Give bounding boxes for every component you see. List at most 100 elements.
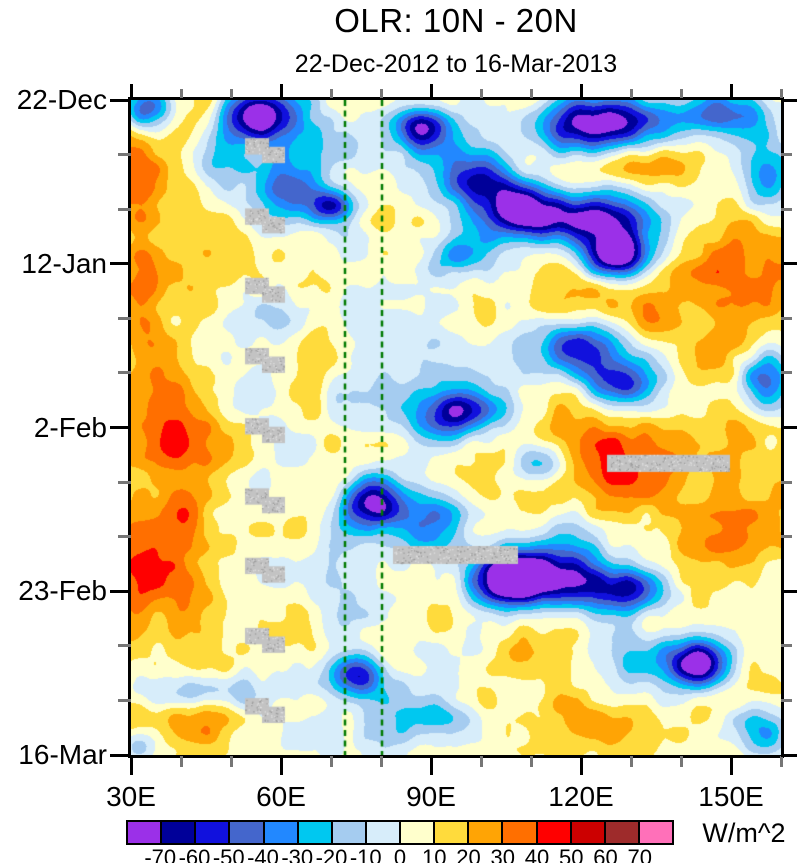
colorbar-boundary-label: -60	[178, 845, 211, 863]
x-tick-label: 120E	[548, 781, 614, 812]
colorbar-cell	[435, 822, 470, 843]
colorbar-boundary-label: -50	[212, 845, 245, 863]
y-minor-tick-right	[781, 316, 792, 320]
chart-title: OLR: 10N - 20N	[334, 2, 578, 39]
colorbar-cell	[537, 822, 572, 843]
colorbar-boundary-label: -30	[281, 845, 314, 863]
y-minor-tick-right	[781, 153, 792, 157]
colorbar-cell	[605, 822, 640, 843]
x-minor-tick-bottom	[179, 756, 183, 767]
x-minor-tick-bottom	[529, 756, 533, 767]
y-tick-label: 2-Feb	[33, 411, 107, 443]
x-major-tick-bottom	[579, 755, 583, 775]
colorbar-cell	[230, 822, 265, 843]
y-minor-tick-left	[118, 371, 131, 375]
colorbar-cell	[639, 822, 672, 843]
x-major-tick-top	[579, 84, 583, 98]
x-minor-tick-bottom	[329, 756, 333, 767]
y-major-tick-right	[781, 98, 797, 102]
y-major-tick-left	[110, 589, 131, 593]
x-minor-tick-top	[629, 89, 633, 98]
colorbar-boundary-label: 40	[524, 845, 550, 863]
x-minor-tick-bottom	[679, 756, 683, 767]
colorbar-boundary-label: -40	[247, 845, 279, 863]
x-tick-label: 30E	[106, 781, 156, 812]
hovmoller-field-canvas	[131, 100, 781, 755]
x-minor-tick-top	[779, 89, 783, 98]
x-minor-tick-bottom	[629, 756, 633, 767]
colorbar-cell	[196, 822, 231, 843]
x-minor-tick-bottom	[379, 756, 383, 767]
y-minor-tick-left	[118, 153, 131, 157]
colorbar-cell	[298, 822, 333, 843]
colorbar-boundary-label: 0	[393, 845, 407, 863]
colorbar	[126, 820, 674, 845]
colorbar-boundary-label: -10	[349, 845, 382, 863]
y-major-tick-left	[110, 426, 131, 429]
colorbar-cell	[162, 822, 197, 843]
y-tick-label: 12-Jan	[21, 247, 107, 279]
colorbar-boundary-label: -70	[144, 845, 177, 863]
x-minor-tick-top	[379, 89, 383, 98]
y-minor-tick-left	[118, 207, 131, 211]
y-major-tick-left	[110, 753, 131, 757]
y-minor-tick-right	[781, 371, 792, 375]
plot-area	[131, 100, 781, 755]
y-minor-tick-right	[781, 535, 792, 539]
colorbar-cell	[366, 822, 401, 843]
x-minor-tick-top	[679, 89, 683, 98]
x-major-tick-top	[429, 84, 433, 98]
x-minor-tick-top	[179, 89, 183, 98]
colorbar-boundary-label: 60	[593, 845, 618, 863]
y-major-tick-right	[781, 589, 797, 593]
y-minor-tick-right	[781, 698, 792, 702]
y-major-tick-left	[110, 262, 131, 266]
unit-label: W/m^2	[702, 818, 786, 848]
x-tick-label: 60E	[256, 781, 306, 812]
y-minor-tick-right	[781, 480, 792, 484]
colorbar-cell	[503, 822, 538, 843]
y-major-tick-right	[781, 262, 797, 266]
x-minor-tick-top	[329, 89, 333, 98]
x-minor-tick-bottom	[479, 756, 483, 767]
x-tick-label: 150E	[698, 781, 764, 812]
colorbar-cell	[401, 822, 436, 843]
x-major-tick-top	[279, 84, 283, 98]
x-major-tick-bottom	[429, 755, 433, 775]
colorbar-boundary-label: 70	[627, 845, 652, 863]
y-tick-label: 22-Dec	[16, 84, 107, 115]
colorbar-boundary-label: -20	[315, 845, 348, 863]
x-minor-tick-bottom	[779, 756, 783, 767]
chart-subtitle: 22-Dec-2012 to 16-Mar-2013	[294, 50, 618, 78]
colorbar-cell	[128, 822, 163, 843]
y-tick-label: 23-Feb	[18, 575, 107, 607]
y-major-tick-right	[781, 753, 797, 757]
x-major-tick-top	[129, 84, 133, 98]
x-tick-label: 90E	[406, 781, 456, 812]
colorbar-cell	[264, 822, 299, 843]
colorbar-boundary-label: 50	[559, 845, 584, 863]
y-minor-tick-left	[118, 698, 131, 702]
x-major-tick-bottom	[279, 755, 283, 775]
colorbar-cell	[469, 822, 504, 843]
x-minor-tick-top	[479, 89, 483, 98]
colorbar-boundary-label: 20	[456, 845, 481, 863]
x-major-tick-bottom	[129, 755, 133, 775]
colorbar-boundary-label: 10	[422, 845, 447, 863]
colorbar-cell	[332, 822, 367, 843]
y-major-tick-left	[110, 98, 131, 102]
y-minor-tick-left	[118, 644, 131, 648]
x-minor-tick-bottom	[229, 756, 233, 767]
x-minor-tick-top	[529, 89, 533, 98]
x-minor-tick-top	[229, 89, 233, 98]
x-major-tick-top	[729, 84, 733, 98]
x-major-tick-bottom	[729, 755, 733, 775]
y-minor-tick-right	[781, 644, 792, 648]
y-minor-tick-left	[118, 535, 131, 539]
y-major-tick-right	[781, 426, 797, 429]
y-minor-tick-left	[118, 480, 131, 484]
y-minor-tick-left	[118, 316, 131, 320]
y-tick-label: 16-Mar	[18, 739, 107, 770]
colorbar-boundary-label: 30	[490, 845, 515, 863]
